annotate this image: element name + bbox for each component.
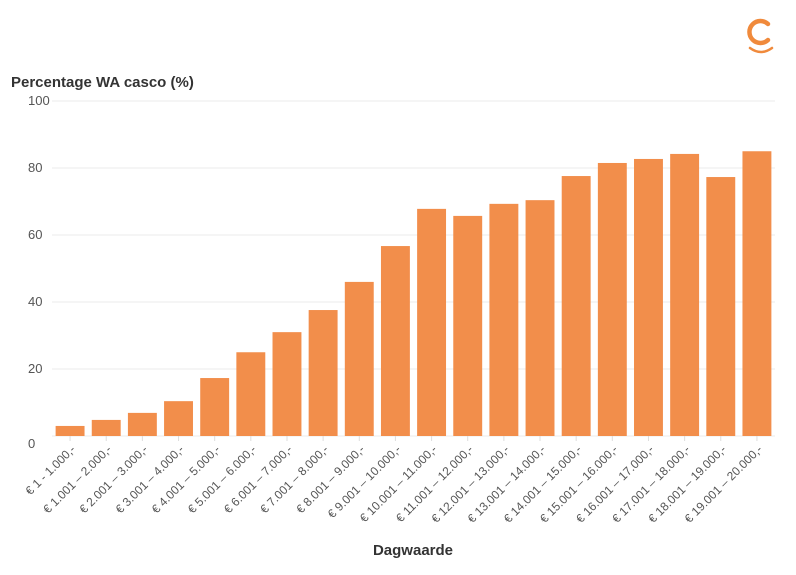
- y-tick-label: 20: [28, 361, 42, 376]
- bar[interactable]: [380, 246, 410, 436]
- bar[interactable]: [127, 412, 157, 436]
- bar[interactable]: [706, 177, 736, 437]
- bar[interactable]: [561, 176, 591, 437]
- logo-icon: [747, 18, 774, 54]
- bar[interactable]: [308, 310, 338, 436]
- bar[interactable]: [272, 332, 302, 436]
- y-tick-label: 60: [28, 227, 42, 242]
- bar[interactable]: [489, 203, 519, 436]
- bar[interactable]: [417, 208, 447, 436]
- bar[interactable]: [55, 425, 85, 436]
- bar[interactable]: [670, 153, 700, 436]
- chart-title: Percentage WA casco (%): [11, 74, 194, 91]
- bar[interactable]: [453, 215, 483, 436]
- bar[interactable]: [597, 162, 627, 436]
- bar[interactable]: [91, 419, 121, 436]
- bar[interactable]: [344, 281, 374, 436]
- bar[interactable]: [200, 378, 230, 436]
- y-tick-label: 40: [28, 294, 42, 309]
- bar[interactable]: [525, 200, 555, 436]
- y-tick-label: 100: [28, 93, 50, 108]
- bar[interactable]: [236, 352, 266, 436]
- bar[interactable]: [164, 401, 193, 436]
- bar[interactable]: [742, 151, 772, 436]
- y-tick-label: 0: [28, 436, 35, 451]
- x-axis-title: Dagwaarde: [373, 542, 453, 559]
- bar[interactable]: [634, 158, 663, 436]
- y-tick-label: 80: [28, 160, 42, 175]
